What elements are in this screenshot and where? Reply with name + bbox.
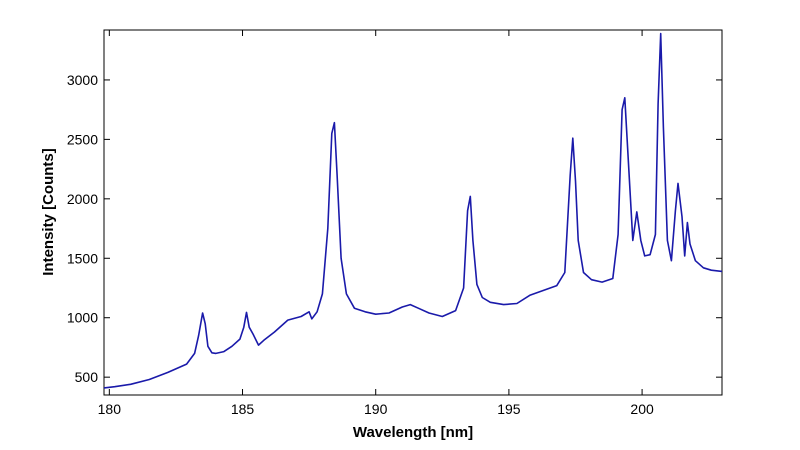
x-tick-labels: 180 185 190 195 200 [98,401,654,417]
x-tick-label: 190 [364,401,388,417]
y-tick-label: 2000 [67,191,98,207]
y-axis-title: Intensity [Counts] [40,148,57,276]
y-tick-labels: 500 1000 1500 2000 2500 3000 [67,72,98,385]
y-tick-label: 1500 [67,250,98,266]
x-tick-label: 185 [231,401,255,417]
x-tick-label: 195 [497,401,521,417]
y-tick-label: 500 [75,369,99,385]
series-line [103,32,723,389]
y-tick-label: 3000 [67,72,98,88]
axis-ticks [104,30,722,395]
y-tick-label: 1000 [67,310,98,326]
x-tick-label: 200 [630,401,654,417]
y-tick-label: 2500 [67,131,98,147]
x-tick-label: 180 [98,401,122,417]
plot-area [103,29,723,396]
x-axis-title: Wavelength [nm] [353,424,473,441]
